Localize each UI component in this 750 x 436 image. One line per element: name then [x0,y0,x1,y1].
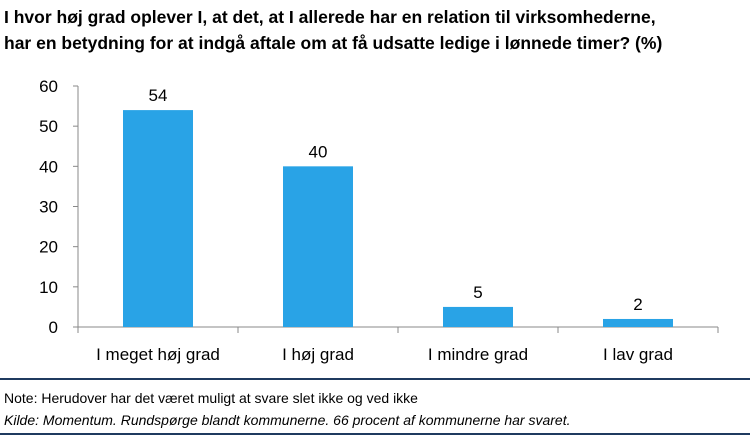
data-label: 54 [149,86,168,105]
y-tick-label: 20 [39,238,58,257]
chart-note: Note: Herudover har det været muligt at … [4,390,418,406]
bar-4 [603,318,673,327]
chart-source: Kilde: Momentum. Rundspørge blandt kommu… [4,412,571,428]
chart-title: I hvor høj grad oplever I, at det, at I … [4,4,746,56]
x-category-label: I høj grad [282,345,354,364]
data-label: 40 [309,142,328,161]
x-category-label: I lav grad [603,345,673,364]
bar-chart: 0 10 20 30 40 50 60 54 I meget høj grad 40 I høj g… [39,77,719,364]
bar-2 [283,166,353,327]
y-tick-label: 50 [39,117,58,136]
bottom-rule [0,433,750,435]
chart-title-line-2: har en betydning for at indgå aftale om … [4,33,663,53]
bar-1 [123,110,193,327]
y-tick-label: 40 [39,157,58,176]
x-category-label: I mindre grad [428,345,528,364]
x-category-label: I meget høj grad [96,345,220,364]
data-label: 5 [473,283,482,302]
y-tick-label: 10 [39,278,58,297]
top-rule [0,378,750,380]
chart-title-line-1: I hvor høj grad oplever I, at det, at I … [4,7,656,27]
y-tick-label: 60 [39,77,58,96]
data-label: 2 [633,295,642,314]
bar-3 [443,306,513,327]
y-tick-label: 0 [49,318,58,337]
y-tick-label: 30 [39,198,58,217]
